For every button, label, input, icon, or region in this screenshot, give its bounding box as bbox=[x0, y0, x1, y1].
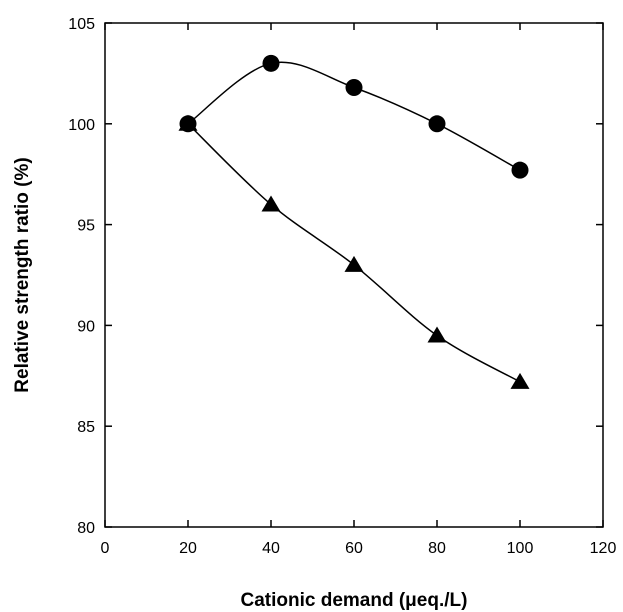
x-axis-label: Cationic demand (μeq./L) bbox=[241, 590, 468, 611]
x-axis-ticks: 0 20 40 60 80 100 120 bbox=[101, 23, 617, 557]
series-layer bbox=[178, 54, 530, 389]
y-tick-label: 100 bbox=[68, 117, 95, 134]
x-tick-label: 0 bbox=[101, 540, 110, 557]
data-point-triangle bbox=[427, 326, 447, 343]
plot-frame bbox=[104, 22, 604, 528]
x-tick-label: 100 bbox=[507, 540, 534, 557]
x-tick-label: 80 bbox=[428, 540, 446, 557]
data-point-circle bbox=[428, 115, 446, 133]
y-tick-label: 105 bbox=[68, 16, 95, 33]
x-tick-label: 60 bbox=[345, 540, 363, 557]
data-point-triangle bbox=[344, 255, 364, 272]
data-point-circle bbox=[345, 79, 363, 97]
series-triangle-line bbox=[187, 123, 521, 383]
y-axis-label: Relative strength ratio (%) bbox=[12, 157, 33, 392]
x-tick-label: 40 bbox=[262, 540, 280, 557]
data-point-triangle bbox=[510, 372, 530, 389]
x-tick-label: 120 bbox=[590, 540, 617, 557]
y-tick-label: 90 bbox=[77, 318, 95, 335]
y-tick-label: 85 bbox=[77, 419, 95, 436]
x-tick-label: 20 bbox=[179, 540, 197, 557]
y-tick-label: 95 bbox=[77, 218, 95, 235]
y-tick-label: 80 bbox=[77, 520, 95, 537]
y-axis-ticks: 80 85 90 95 100 105 bbox=[68, 16, 603, 537]
data-point-circle bbox=[511, 161, 529, 179]
data-point-triangle bbox=[261, 195, 281, 212]
series-circle-line bbox=[187, 61, 521, 171]
data-point-triangle bbox=[178, 114, 198, 131]
data-point-circle bbox=[262, 54, 280, 72]
